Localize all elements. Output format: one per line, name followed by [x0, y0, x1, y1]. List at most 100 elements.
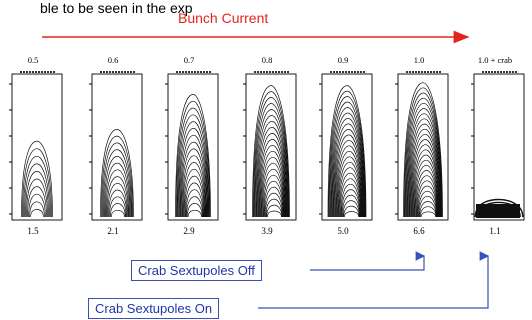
contour-line [29, 201, 45, 218]
contour-line [21, 140, 53, 218]
contour-line [418, 195, 437, 218]
contour-line [254, 103, 289, 218]
contour-line [417, 190, 438, 218]
contour-line [329, 96, 366, 218]
contour-line [101, 135, 134, 218]
contour-line [419, 201, 437, 218]
contour-line [339, 172, 362, 218]
panel-frame [11, 73, 63, 221]
contour-line [332, 123, 365, 218]
contour-line [253, 97, 290, 218]
contour-line [178, 121, 209, 218]
contour-line [408, 123, 441, 218]
contour-line [341, 189, 361, 218]
contour-line [180, 141, 208, 218]
contour-line [25, 171, 49, 218]
panel-value: 2.1 [107, 226, 119, 236]
contour-core [476, 204, 520, 218]
crab-sextupoles-on-label: Crab Sextupoles On [95, 301, 213, 316]
contour-line [109, 196, 127, 218]
contour-line [101, 142, 133, 218]
contour-line [110, 203, 126, 218]
contour-line [412, 149, 440, 218]
contour-line [336, 156, 363, 218]
contour-line [334, 134, 364, 218]
contour-line [342, 200, 360, 218]
contour-line [329, 101, 366, 218]
contour-line [409, 128, 441, 218]
contour-line [178, 128, 209, 218]
contour-line [334, 139, 364, 218]
contour-line [331, 118, 365, 218]
contour-line [184, 175, 205, 218]
contour-line [327, 85, 367, 218]
contour-line [27, 186, 47, 218]
panel-value: 6.6 [413, 226, 425, 236]
contour-line [344, 211, 360, 218]
contour-line [30, 209, 44, 218]
contour-line [175, 100, 211, 218]
contour-line [185, 189, 204, 218]
contour-line [181, 155, 207, 218]
contour-line [416, 180, 438, 218]
panel-title: 0.5 [27, 55, 39, 65]
bunch-current-label: Bunch Current [178, 10, 269, 26]
panel-title: 1.0 [413, 55, 425, 65]
contour-line [259, 144, 287, 218]
contour-line [26, 178, 48, 218]
contour-line [252, 91, 290, 218]
contour-line [263, 180, 284, 218]
callout-off-connector [310, 251, 426, 271]
contour-line [106, 176, 129, 218]
contour-line [266, 204, 283, 218]
contour-line [410, 133, 441, 218]
crab-sextupoles-on-callout: Crab Sextupoles On [88, 298, 220, 319]
contour-line [412, 154, 440, 218]
contour-line [254, 109, 289, 218]
contour-line [264, 192, 283, 218]
contour-line [100, 129, 134, 218]
contour-line [336, 150, 363, 218]
contour-line [415, 170, 439, 218]
contour-line [420, 206, 437, 218]
contour-line [252, 85, 290, 218]
contour-line [420, 211, 437, 218]
contour-line [340, 183, 361, 218]
contour-line [407, 113, 442, 218]
panel-value: 3.9 [261, 226, 273, 236]
contour-line [411, 144, 440, 218]
contour-line [413, 159, 439, 218]
contour-line [258, 139, 287, 218]
panel-value: 1.5 [27, 226, 39, 236]
contour-line [262, 174, 285, 218]
contour-line [333, 129, 364, 218]
contour-line [339, 178, 362, 218]
callout-on-connector [258, 251, 490, 309]
contour-line [265, 198, 283, 218]
contour-line [179, 134, 208, 218]
contour-line [406, 108, 442, 218]
contour-line [341, 194, 361, 218]
contour-line [261, 162, 285, 218]
contour-line [105, 169, 130, 218]
panel-value: 5.0 [337, 226, 349, 236]
contour-line [104, 162, 131, 218]
contour-line [103, 156, 131, 218]
contour-line [262, 168, 285, 218]
panel-title: 1.0 + crab [477, 55, 513, 65]
contour-line [259, 150, 286, 218]
contour-line [410, 139, 440, 218]
panel-title: 0.6 [107, 55, 119, 65]
contour-line [264, 186, 284, 218]
contour-line [23, 155, 51, 218]
crab-sextupoles-off-label: Crab Sextupoles Off [138, 263, 255, 278]
contour-line [257, 133, 287, 218]
contour-line [335, 145, 363, 218]
contour-line [184, 182, 205, 218]
contour-line [337, 161, 362, 218]
contour-line [28, 193, 46, 218]
contour-line [343, 205, 360, 218]
contour-line [256, 121, 288, 218]
contour-line [415, 175, 438, 218]
